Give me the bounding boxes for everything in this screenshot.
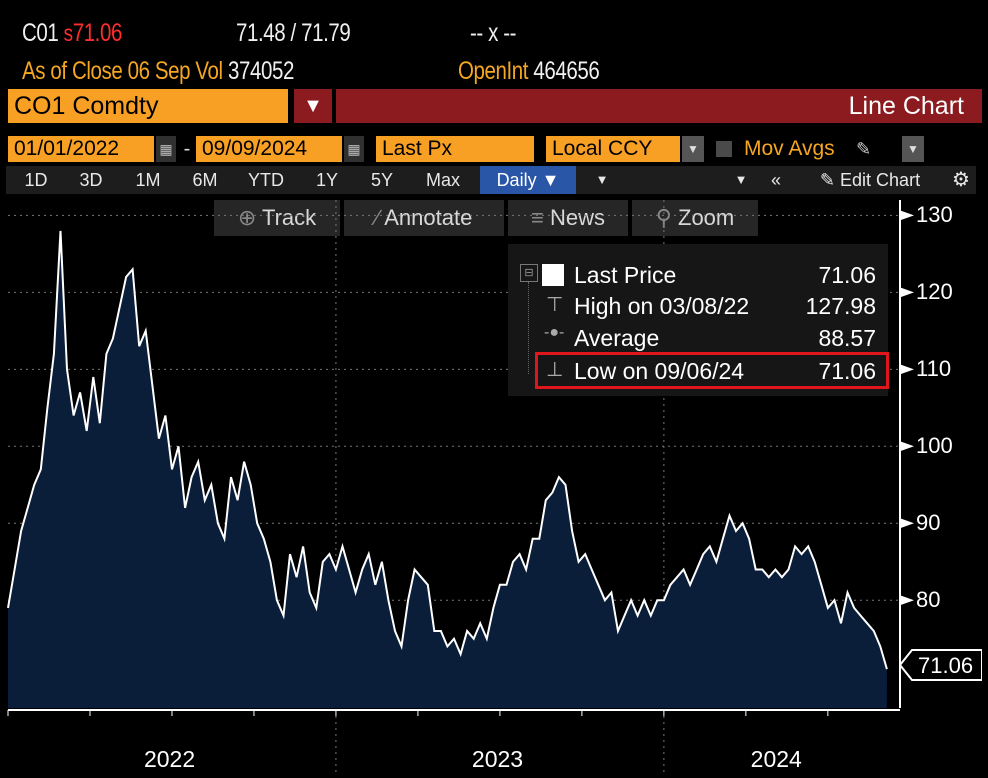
end-date-input[interactable]: 09/09/2024 <box>196 136 342 162</box>
chevron-down-icon: ▼ <box>541 170 560 190</box>
collapse-icon[interactable]: « <box>770 170 781 190</box>
date-separator: - <box>183 138 191 160</box>
as-of-label: As of Close <box>22 57 123 85</box>
field-select[interactable]: Last Px <box>376 136 534 162</box>
x-tick-label: 2023 <box>471 746 524 772</box>
legend-low-value: 71.06 <box>818 358 876 384</box>
y-tick-mark <box>900 595 914 606</box>
chart-title: Line Chart <box>336 89 982 123</box>
security-input[interactable]: CO1 Comdty <box>8 89 288 123</box>
change-value: -- x -- <box>470 19 517 47</box>
tab-5y[interactable]: 5Y <box>370 170 394 190</box>
legend-high-label: High on 03/08/22 <box>574 293 750 319</box>
start-date-input[interactable]: 01/01/2022 <box>8 136 154 162</box>
tab-1y[interactable]: 1Y <box>315 170 339 190</box>
legend-last-price-value: 71.06 <box>818 262 876 288</box>
last-price: 71.06 <box>72 19 123 47</box>
edit-chart-button[interactable]: ✎ Edit Chart <box>819 170 921 190</box>
gear-icon[interactable]: ⚙ <box>952 169 970 191</box>
quote-line: C01 s71.06 <box>22 18 122 48</box>
y-tick-label: 100 <box>916 433 953 459</box>
last-value-tag-shape <box>900 649 982 681</box>
low-marker-icon: ⊥ <box>546 359 564 381</box>
price-area <box>8 230 887 708</box>
y-tick-mark <box>900 364 914 375</box>
crosshair-icon: ⊕ <box>237 205 257 230</box>
mov-avgs-label[interactable]: Mov Avgs <box>744 137 835 160</box>
mov-avgs-checkbox[interactable] <box>716 141 732 157</box>
y-tick-label: 80 <box>916 587 941 613</box>
ticker-short: C01 <box>22 19 59 47</box>
tab-ytd[interactable]: YTD <box>248 170 284 190</box>
openint-value: 464656 <box>533 57 600 85</box>
legend-average-value: 88.57 <box>818 325 876 351</box>
news-icon: ≡ <box>531 205 544 230</box>
currency-dropdown-icon[interactable]: ▼ <box>682 136 704 162</box>
x-tick-label: 2024 <box>750 746 802 772</box>
mov-avgs-dropdown-icon[interactable]: ▼ <box>902 136 924 162</box>
y-tick-label: 110 <box>916 356 952 382</box>
legend-collapse-icon[interactable]: ⊟ <box>520 264 538 282</box>
start-calendar-icon[interactable]: ▦ <box>156 136 176 162</box>
price-line <box>7 230 888 670</box>
zoom-icon: ⚲ <box>655 205 672 230</box>
y-tick-mark <box>900 287 914 298</box>
legend-low-label: Low on 09/06/24 <box>574 358 745 384</box>
chart-legend <box>508 244 888 396</box>
last-value-tag: 71.06 <box>900 648 982 682</box>
tab-1d[interactable]: 1D <box>24 170 48 190</box>
currency-select[interactable]: Local CCY <box>546 136 680 162</box>
tab-6m[interactable]: 6M <box>192 170 218 190</box>
annotate-icon: ∕ <box>375 205 380 230</box>
tab-3d[interactable]: 3D <box>79 170 103 190</box>
y-tick-mark <box>900 210 914 221</box>
end-calendar-icon[interactable]: ▦ <box>344 136 364 162</box>
options-dropdown-icon[interactable]: ▼ <box>734 172 748 187</box>
y-tick-label: 130 <box>916 202 953 228</box>
legend-average-label: Average <box>574 325 660 351</box>
openint: OpenInt 464656 <box>458 56 600 86</box>
openint-label: OpenInt <box>458 57 529 85</box>
tab-1m[interactable]: 1M <box>135 170 161 190</box>
last-price-swatch-icon <box>542 264 564 286</box>
as-of-date: 06 Sep <box>127 57 191 85</box>
bid-ask: 71.48 / 71.79 <box>236 19 351 47</box>
legend-tree-line <box>528 282 530 374</box>
y-tick-mark <box>900 441 914 452</box>
pencil-icon[interactable]: ✎ <box>856 139 872 159</box>
track-button[interactable]: ⊕ Track <box>214 200 340 236</box>
zoom-button[interactable]: ⚲ Zoom <box>632 200 758 236</box>
as-of-line: As of Close 06 Sep Vol 374052 <box>22 56 294 86</box>
vol-label: Vol <box>195 57 223 85</box>
low-highlight-box <box>535 352 889 389</box>
x-tick-label: 2022 <box>143 746 196 772</box>
menu-icon: ▼ <box>303 95 323 117</box>
price-prefix: s <box>63 20 73 46</box>
high-marker-icon: ⊤ <box>546 294 564 316</box>
security-menu-button[interactable]: ▼ <box>294 89 332 123</box>
annotate-button[interactable]: ∕ Annotate <box>344 200 504 236</box>
y-tick-label: 120 <box>916 279 953 305</box>
legend-last-price-label: Last Price <box>574 262 677 288</box>
average-marker-icon: -●- <box>544 324 565 341</box>
pencil-icon: ✎ <box>819 170 836 190</box>
tab-max[interactable]: Max <box>425 170 460 190</box>
frequency-dropdown-icon[interactable]: ▼ <box>595 172 609 187</box>
news-button[interactable]: ≡ News <box>508 200 628 236</box>
last-value-label: 71.06 <box>918 653 974 678</box>
y-tick-mark <box>900 518 914 529</box>
y-tick-label: 90 <box>916 510 941 536</box>
legend-high-value: 127.98 <box>805 293 876 319</box>
frequency-select[interactable]: Daily ▼ <box>480 166 576 194</box>
vol-value: 374052 <box>227 57 294 85</box>
